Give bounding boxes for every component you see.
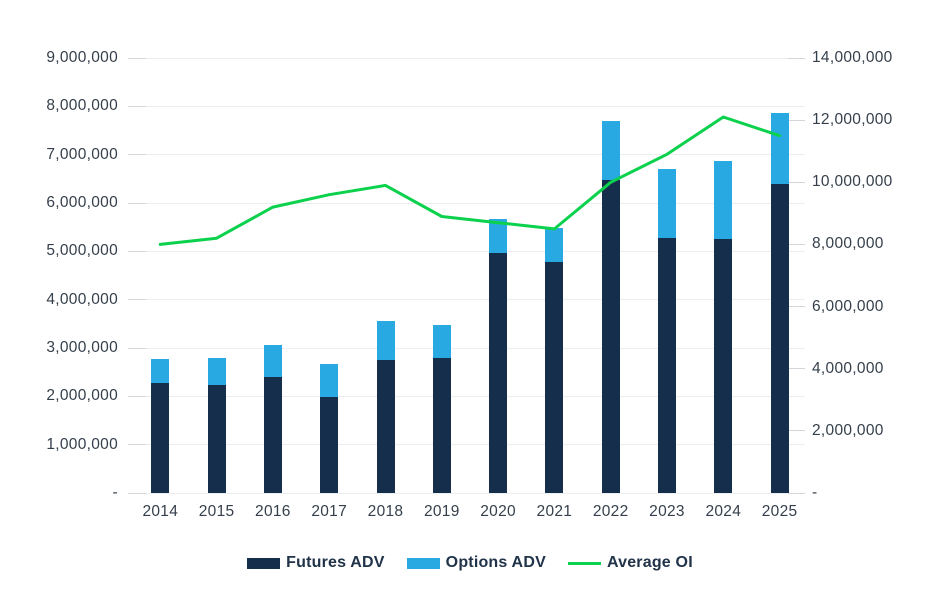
right-axis-label: 6,000,000 (812, 297, 884, 315)
left-axis-label: 6,000,000 (46, 194, 118, 211)
left-axis-tick (128, 492, 146, 494)
x-axis-label: 2023 (649, 503, 685, 520)
bar-futures-adv-2024 (714, 238, 733, 493)
left-axis-tick (128, 202, 146, 204)
bar-options-adv-2016 (263, 345, 282, 377)
bar-futures-adv-2018 (376, 360, 395, 493)
left-axis-tick (128, 299, 146, 301)
bar-options-adv-2024 (714, 160, 733, 239)
right-axis-label: 10,000,000 (812, 173, 893, 191)
bar-futures-adv-2015 (207, 384, 226, 493)
bar-options-adv-2022 (601, 120, 620, 180)
right-axis-label: 14,000,000 (812, 49, 893, 66)
legend-label: Average OI (606, 554, 693, 571)
right-axis-tick (788, 119, 805, 121)
bar-futures-adv-2016 (263, 377, 282, 493)
left-axis-tick (128, 250, 146, 252)
right-axis-tick (788, 57, 805, 59)
bar-futures-adv-2019 (432, 357, 451, 493)
x-axis-label: 2016 (255, 503, 291, 520)
left-axis-label: 4,000,000 (46, 290, 118, 308)
bar-options-adv-2025 (770, 113, 789, 185)
x-axis-label: 2025 (761, 503, 798, 520)
right-axis-label: 2,000,000 (812, 421, 884, 439)
bar-options-adv-2015 (207, 357, 226, 385)
right-axis-label: 8,000,000 (812, 235, 884, 253)
right-axis-tick (788, 430, 805, 432)
x-axis-label: 2015 (198, 503, 235, 520)
plot-area (128, 57, 805, 494)
bar-options-adv-2021 (545, 228, 564, 262)
bar-futures-adv-2023 (658, 237, 676, 493)
gridline (128, 154, 805, 156)
x-axis-label: 2018 (367, 503, 404, 520)
gridline (128, 105, 805, 107)
x-axis-label: 2021 (536, 503, 573, 520)
bar-futures-adv-2022 (601, 179, 620, 493)
right-axis-tick (788, 243, 805, 245)
bar-futures-adv-2017 (320, 396, 339, 493)
x-axis-label: 2020 (480, 503, 516, 520)
legend-label: Futures ADV (286, 554, 385, 571)
left-axis-tick (128, 347, 146, 349)
legend-item-average-oi: Average OI (567, 554, 693, 572)
gridline (128, 250, 805, 252)
bar-futures-adv-2020 (489, 252, 508, 493)
bar-options-adv-2018 (376, 320, 395, 361)
gridline (128, 444, 805, 446)
left-axis-label: - (112, 484, 118, 501)
left-axis-label: 8,000,000 (46, 97, 118, 115)
bar-options-adv-2023 (658, 169, 676, 238)
bar-options-adv-2014 (151, 359, 170, 384)
left-axis-tick (128, 154, 146, 156)
gridline (128, 202, 805, 204)
bar-futures-adv-2014 (151, 383, 170, 493)
gridline (128, 492, 805, 494)
bar-options-adv-2019 (432, 324, 451, 358)
right-axis-tick (788, 181, 805, 183)
x-axis-label: 2017 (311, 503, 348, 520)
left-axis-label: 5,000,000 (46, 242, 118, 260)
x-axis-label: 2024 (705, 503, 742, 520)
legend-item-futures-adv: Futures ADV (247, 554, 385, 572)
legend-bar-swatch (247, 557, 281, 569)
right-axis-tick (788, 368, 805, 370)
legend-line-swatch (567, 561, 601, 565)
bar-futures-adv-2025 (770, 184, 789, 493)
legend: Futures ADV Options ADV Average OI (0, 550, 940, 576)
right-axis-label: - (812, 484, 818, 501)
right-axis-label: 12,000,000 (812, 111, 893, 129)
legend-bar-swatch (406, 557, 440, 569)
left-axis-tick (128, 105, 146, 107)
gridline (128, 299, 805, 301)
left-axis-tick (128, 395, 146, 397)
left-axis-label: 3,000,000 (46, 339, 118, 356)
bar-options-adv-2017 (320, 363, 339, 397)
bar-options-adv-2020 (489, 218, 508, 253)
gridline (128, 57, 805, 59)
right-axis-tick (788, 306, 805, 308)
left-axis-tick (128, 444, 146, 446)
x-axis-label: 2022 (592, 503, 629, 520)
left-axis-tick (128, 57, 146, 59)
gridline (128, 347, 805, 349)
left-axis-label: 7,000,000 (46, 145, 118, 163)
right-axis-tick (788, 492, 805, 494)
bar-futures-adv-2021 (545, 261, 564, 493)
legend-item-options-adv: Options ADV (406, 554, 546, 572)
left-axis-label: 2,000,000 (46, 387, 118, 405)
gridline (128, 395, 805, 397)
x-axis-label: 2019 (423, 503, 460, 520)
average-oi-line (158, 115, 782, 246)
left-axis-label: 9,000,000 (46, 49, 118, 66)
right-axis-label: 4,000,000 (812, 359, 884, 377)
x-axis-label: 2014 (142, 503, 179, 520)
legend-label: Options ADV (445, 554, 546, 571)
left-axis-label: 1,000,000 (46, 435, 118, 453)
